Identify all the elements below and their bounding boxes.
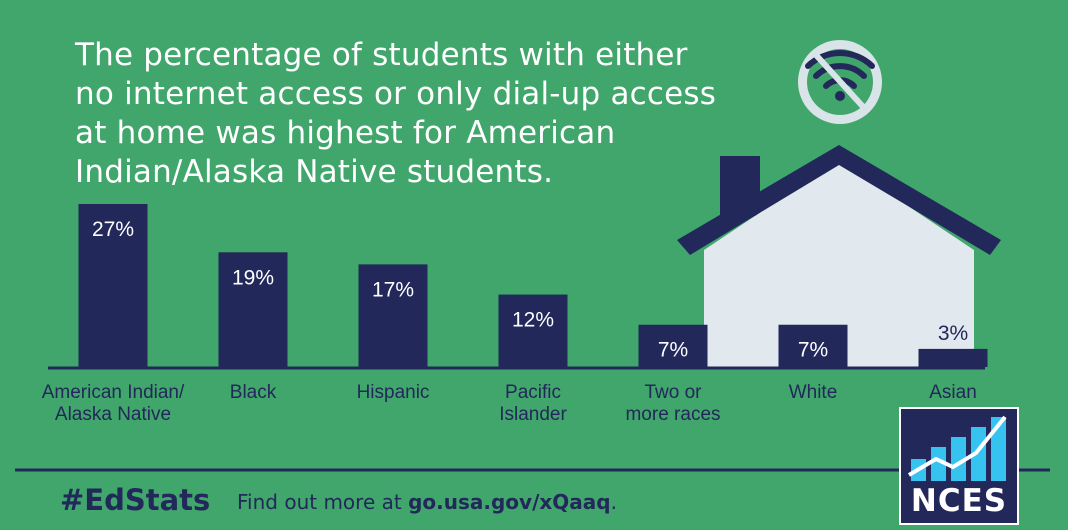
- nces-logo-graphic: [907, 415, 1007, 481]
- footer-note: Find out more at go.usa.gov/xQaaq.: [237, 490, 617, 514]
- bar: [358, 264, 428, 367]
- bar: [638, 324, 708, 367]
- house-gable: [704, 160, 974, 368]
- bar-value-label: 7%: [658, 339, 688, 362]
- category-label: Asian: [929, 382, 977, 403]
- bar-value-label: 12%: [512, 309, 554, 332]
- category-labels-layer: American Indian/Alaska Native Black Hispan…: [42, 382, 977, 425]
- category-label: Pacific: [505, 382, 561, 403]
- footer-period: .: [610, 490, 617, 514]
- category-label: American Indian/: [42, 382, 185, 403]
- bar: [918, 348, 988, 367]
- category-label: White: [789, 382, 838, 403]
- category-label: Two or: [644, 382, 702, 403]
- bar-value-label: 27%: [92, 218, 134, 241]
- category-label: Alaska Native: [55, 404, 171, 425]
- no-wifi-icon: [798, 40, 882, 124]
- nces-logo-text: NCES: [910, 483, 1008, 519]
- bar: [78, 204, 148, 367]
- category-label: Black: [230, 382, 277, 403]
- bar-value-label: 3%: [938, 322, 968, 345]
- hashtag[interactable]: #EdStats: [60, 483, 211, 517]
- bar: [778, 324, 848, 367]
- headline: The percentage of students with either n…: [75, 37, 717, 190]
- house-illustration: [677, 145, 1001, 368]
- labels-layer: 27% 19% 17% 12% 7% 7% 3%: [92, 218, 968, 362]
- bars-layer: [78, 204, 988, 367]
- nces-logo[interactable]: NCES: [899, 407, 1019, 525]
- bar-value-label: 17%: [372, 278, 414, 301]
- bar-value-label: 7%: [798, 339, 828, 362]
- bar: [498, 294, 568, 367]
- footer-link[interactable]: go.usa.gov/xQaaq: [408, 490, 611, 514]
- bar-value-label: 19%: [232, 266, 274, 289]
- category-label: Hispanic: [357, 382, 430, 403]
- category-label: more races: [625, 404, 720, 425]
- find-more-text: Find out more at: [237, 490, 402, 514]
- category-label: Islander: [499, 404, 567, 425]
- bar: [218, 252, 288, 367]
